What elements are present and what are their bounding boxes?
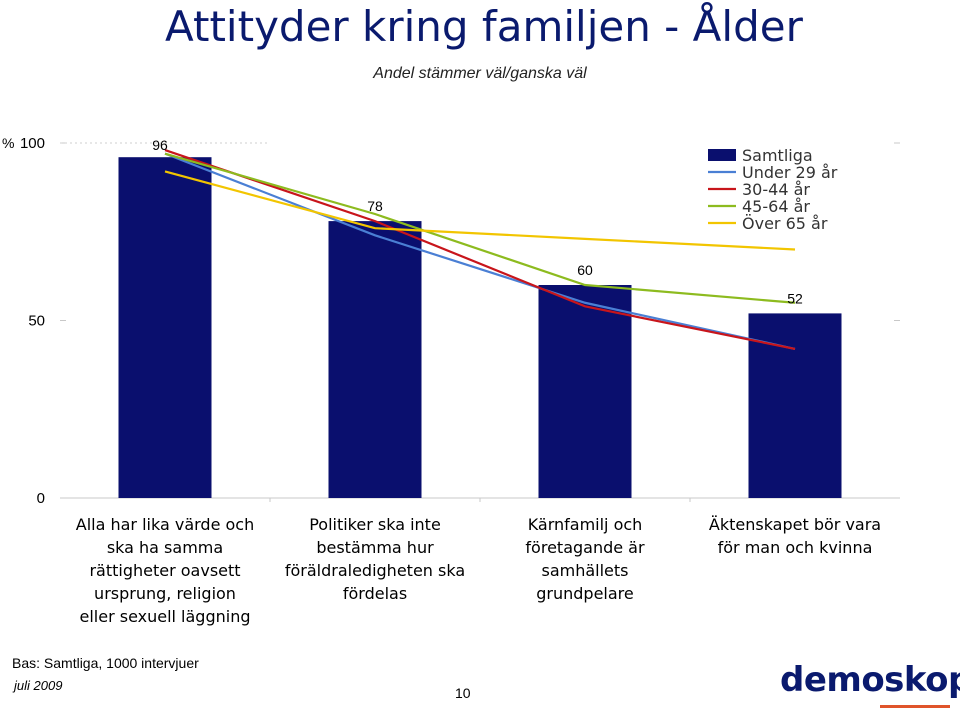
category-label-0-3: ursprung, religion	[94, 584, 236, 603]
footer-date: juli 2009	[14, 678, 63, 693]
legend-swatch-0	[708, 149, 736, 161]
bar-value-label-2: 60	[577, 262, 593, 278]
bar-value-label-0: 96	[152, 137, 168, 153]
line-series-0	[164, 152, 796, 350]
category-label-0-1: ska ha samma	[107, 538, 223, 557]
category-label-0-4: eller sexuell läggning	[79, 607, 250, 626]
legend-label-3: 45-64 år	[742, 197, 810, 216]
category-label-2-1: företagande är	[525, 538, 645, 557]
chart-title: Attityder kring familjen - Ålder	[165, 2, 803, 51]
category-label-1-1: bestämma hur	[316, 538, 434, 557]
y-tick-label-1: 50	[28, 313, 45, 330]
bar-2	[538, 285, 632, 498]
line-series-2	[164, 152, 796, 304]
chart-subtitle: Andel stämmer väl/ganska väl	[373, 65, 587, 82]
legend-label-4: Över 65 år	[742, 214, 828, 233]
legend-label-2: 30-44 år	[742, 180, 810, 199]
category-label-0-2: rättigheter oavsett	[89, 561, 240, 580]
bar-0	[118, 157, 212, 498]
category-label-1-2: föräldraledigheten ska	[285, 561, 465, 580]
category-label-2-3: grundpelare	[536, 584, 634, 603]
footer-base-note: Bas: Samtliga, 1000 intervjuer	[12, 655, 199, 671]
logo-underline	[880, 705, 950, 708]
category-label-2-0: Kärnfamilj och	[528, 515, 643, 534]
y-tick-label-2: 100	[20, 135, 45, 152]
bar-value-label-3: 52	[787, 290, 803, 306]
category-label-2-2: samhällets	[541, 561, 628, 580]
demoskop-logo: demoskop	[780, 660, 960, 700]
y-axis-unit: %	[2, 135, 14, 151]
chart: 0 50 100% 96 78 60 52 Alla har lika värde och sk…	[2, 135, 900, 626]
category-label-3-0: Äktenskapet bör vara	[709, 515, 881, 534]
page-number: 10	[455, 685, 471, 701]
legend-label-1: Under 29 år	[742, 163, 838, 182]
bar-1	[328, 221, 422, 498]
bar-3	[748, 313, 842, 498]
line-series-3	[164, 170, 796, 251]
category-label-1-0: Politiker ska inte	[309, 515, 441, 534]
line-series-1	[164, 149, 796, 350]
category-label-0-0: Alla har lika värde och	[76, 515, 254, 534]
y-tick-label-0: 0	[37, 490, 45, 507]
category-label-1-3: fördelas	[343, 584, 407, 603]
legend-label-0: Samtliga	[742, 146, 813, 165]
bar-value-label-1: 78	[367, 198, 383, 214]
category-label-3-1: för man och kvinna	[718, 538, 873, 557]
